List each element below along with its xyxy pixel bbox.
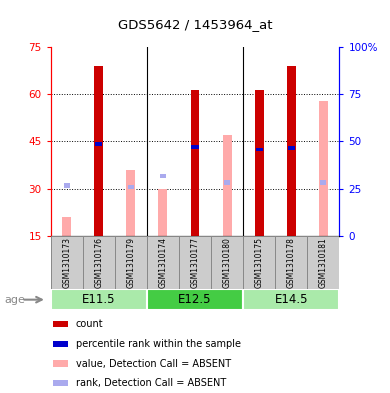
Bar: [126, 170, 135, 236]
Text: E12.5: E12.5: [178, 293, 212, 306]
Bar: [211, 236, 243, 289]
Bar: [51, 289, 147, 310]
Text: GSM1310175: GSM1310175: [255, 237, 264, 288]
Bar: [179, 236, 211, 289]
Text: value, Detection Call = ABSENT: value, Detection Call = ABSENT: [76, 358, 231, 369]
Text: E14.5: E14.5: [275, 293, 308, 306]
Bar: [115, 236, 147, 289]
Text: GSM1310178: GSM1310178: [287, 237, 296, 288]
Bar: [128, 185, 134, 189]
Bar: [224, 180, 230, 185]
Bar: [243, 289, 339, 310]
Bar: [95, 142, 102, 146]
Bar: [83, 236, 115, 289]
Bar: [255, 148, 262, 151]
Bar: [53, 341, 68, 347]
Text: GSM1310177: GSM1310177: [190, 237, 200, 288]
Bar: [255, 90, 264, 236]
Bar: [320, 180, 326, 185]
Bar: [158, 189, 167, 236]
Bar: [51, 236, 83, 289]
Bar: [64, 183, 70, 188]
Text: GDS5642 / 1453964_at: GDS5642 / 1453964_at: [118, 18, 272, 31]
Text: GSM1310176: GSM1310176: [94, 237, 103, 288]
Text: GSM1310181: GSM1310181: [319, 237, 328, 288]
Bar: [53, 321, 68, 327]
Bar: [190, 90, 200, 236]
Bar: [94, 66, 103, 236]
Bar: [53, 360, 68, 367]
Bar: [243, 236, 275, 289]
Text: GSM1310180: GSM1310180: [223, 237, 232, 288]
Bar: [53, 380, 68, 386]
Text: E11.5: E11.5: [82, 293, 115, 306]
Bar: [160, 174, 166, 178]
Bar: [147, 236, 179, 289]
Text: percentile rank within the sample: percentile rank within the sample: [76, 339, 241, 349]
Text: GSM1310173: GSM1310173: [62, 237, 71, 288]
Bar: [147, 289, 243, 310]
Bar: [319, 101, 328, 236]
Bar: [288, 146, 295, 150]
Text: GSM1310174: GSM1310174: [158, 237, 167, 288]
Bar: [307, 236, 339, 289]
Text: count: count: [76, 319, 103, 329]
Bar: [62, 217, 71, 236]
Text: age: age: [4, 295, 25, 305]
Bar: [287, 66, 296, 236]
Text: GSM1310179: GSM1310179: [126, 237, 135, 288]
Text: rank, Detection Call = ABSENT: rank, Detection Call = ABSENT: [76, 378, 226, 388]
Bar: [191, 145, 199, 149]
Bar: [275, 236, 307, 289]
Bar: [223, 135, 232, 236]
